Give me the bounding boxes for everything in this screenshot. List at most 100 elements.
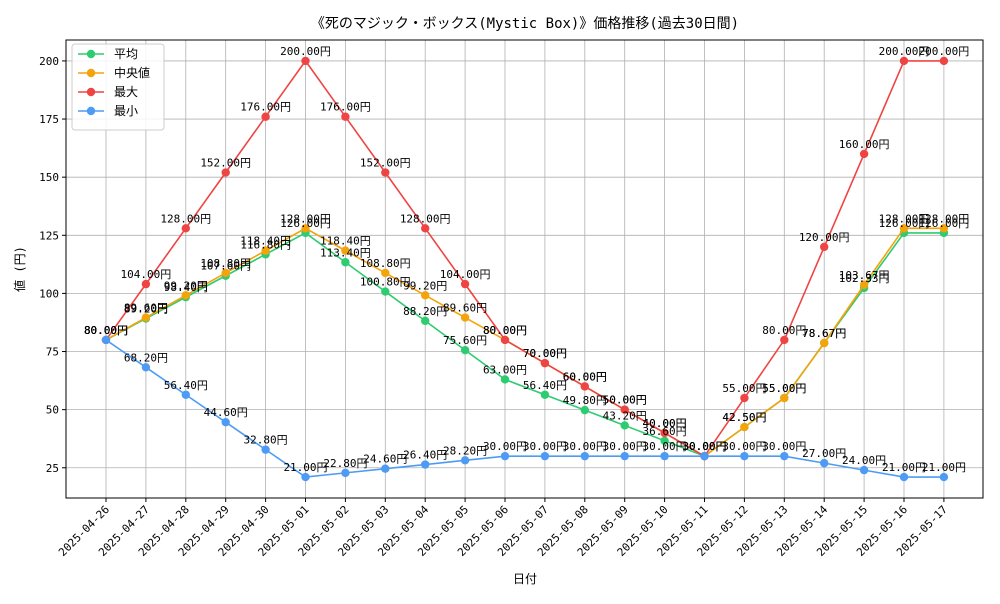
data-point (341, 258, 350, 267)
data-label: 80.00円 (483, 324, 527, 337)
data-point (460, 279, 470, 289)
data-label: 152.00円 (360, 157, 411, 170)
data-point (820, 458, 829, 468)
data-point (301, 472, 310, 482)
data-label: 108.80円 (360, 257, 411, 270)
data-point (580, 382, 589, 391)
legend-item: 中央値 (78, 65, 150, 80)
series-line (105, 59, 944, 458)
data-label: 30.00円 (682, 440, 726, 453)
legend-item: 平均 (78, 47, 138, 61)
data-point (381, 287, 390, 296)
data-label: 42.50円 (722, 411, 766, 424)
y-tick-label: 125 (39, 229, 59, 242)
data-label: 99.20円 (403, 279, 447, 292)
data-label: 200.00円 (280, 45, 331, 58)
data-point (301, 224, 310, 233)
data-label: 103.67円 (839, 269, 890, 282)
data-label: 108.80円 (200, 257, 251, 270)
data-label: 21.00円 (283, 461, 327, 474)
data-label: 44.60円 (204, 406, 248, 419)
data-point (261, 246, 270, 255)
data-point (859, 465, 869, 475)
data-label: 89.20円 (124, 303, 168, 316)
data-label: 88.20円 (403, 305, 447, 318)
data-point (381, 168, 390, 177)
data-point (421, 224, 430, 233)
data-label: 27.00円 (802, 447, 846, 460)
data-point (460, 456, 470, 465)
data-label: 128.00円 (160, 212, 211, 225)
data-label: 30.00円 (523, 440, 567, 453)
chart-title: 《死のマジック・ボックス(Mystic Box)》価格推移(過去30日間) (311, 16, 739, 32)
data-point (899, 224, 909, 233)
data-label: 98.40円 (164, 281, 208, 294)
data-point (221, 168, 230, 177)
data-label: 55.00円 (722, 382, 766, 395)
data-point (859, 280, 869, 290)
data-label: 128.00円 (280, 212, 331, 225)
data-label: 40.00円 (643, 417, 687, 430)
y-tick-label: 25 (46, 462, 59, 475)
data-label: 42.50円 (722, 411, 766, 424)
y-tick-label: 50 (46, 404, 59, 417)
legend-label: 最大 (114, 85, 138, 99)
data-label: 78.67円 (802, 327, 846, 340)
data-label: 80.00円 (84, 324, 128, 337)
data-point (939, 472, 949, 482)
data-point (780, 335, 789, 345)
data-point (820, 338, 829, 348)
data-label: 32.80円 (244, 434, 288, 447)
data-label: 102.33円 (839, 272, 890, 285)
data-label: 55.00円 (762, 382, 806, 395)
data-label: 28.20円 (443, 444, 487, 457)
data-point (939, 224, 949, 233)
data-label: 118.40円 (320, 235, 371, 248)
data-point (181, 291, 190, 300)
data-point (141, 279, 151, 289)
data-label: 60.00円 (563, 370, 607, 383)
data-point (381, 268, 390, 278)
data-point (500, 375, 510, 384)
legend-box (71, 43, 165, 131)
data-point (660, 451, 669, 461)
data-point (460, 345, 470, 355)
data-label: 55.00円 (762, 382, 806, 395)
data-point (381, 464, 390, 473)
data-point (421, 291, 430, 300)
data-point (141, 363, 151, 372)
legend-marker (86, 87, 96, 97)
data-label: 80.00円 (483, 324, 527, 337)
data-point (221, 268, 230, 278)
data-label: 56.40円 (164, 379, 208, 392)
data-point (181, 224, 190, 233)
data-point (780, 393, 789, 403)
data-label: 126.00円 (919, 217, 970, 230)
data-label: 126.00円 (280, 217, 331, 230)
data-point (261, 112, 270, 121)
y-tick-label: 75 (46, 346, 59, 359)
data-label: 68.20円 (124, 351, 168, 364)
data-point (101, 335, 111, 345)
data-label: 89.60円 (443, 302, 487, 315)
legend-label: 中央値 (114, 65, 150, 80)
data-point (820, 242, 829, 252)
data-point (141, 313, 151, 322)
data-point (620, 421, 629, 430)
plot-frame (65, 39, 984, 499)
data-label: 36.60円 (643, 425, 687, 438)
legend-label: 最小 (114, 104, 138, 118)
data-label: 116.80円 (240, 238, 291, 251)
data-label: 78.67円 (802, 327, 846, 340)
data-label: 21.00円 (922, 461, 966, 474)
data-point (341, 112, 350, 121)
data-label: 50.00円 (603, 394, 647, 407)
data-label: 200.00円 (879, 45, 930, 58)
data-label: 30.00円 (643, 440, 687, 453)
data-point (899, 56, 909, 66)
data-label: 26.40円 (403, 449, 447, 462)
data-label: 104.00円 (121, 268, 172, 281)
data-label: 128.00円 (919, 212, 970, 225)
data-label: 63.00円 (483, 363, 527, 376)
